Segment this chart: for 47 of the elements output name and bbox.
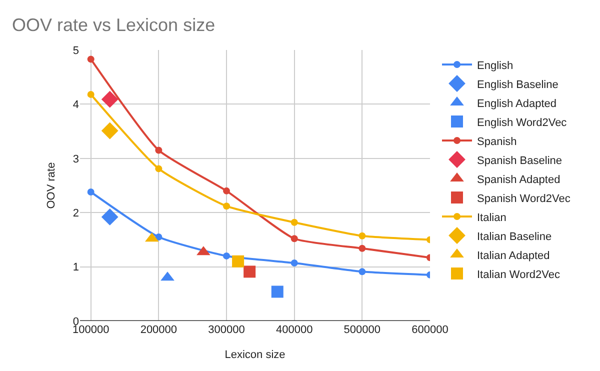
legend-label: Italian Word2Vec [477,268,560,281]
legend-label: Spanish Word2Vec [477,192,571,205]
y-tick-label: 3 [72,153,79,166]
y-tick-label: 5 [72,44,79,57]
point [155,146,162,154]
x-tick-label: 200000 [140,324,178,336]
point [290,235,298,242]
point [358,268,366,276]
point [87,90,94,98]
point [232,255,244,268]
point [358,232,366,240]
y-axis-title: OOV rate [46,162,58,209]
point [87,56,94,63]
legend-label: Italian Baseline [477,230,552,243]
point [223,252,230,260]
point [358,244,366,252]
legend-label: Spanish Baseline [477,154,562,167]
point [87,188,94,196]
x-tick-label: 400000 [276,324,313,336]
legend-label: English Adapted [477,98,557,110]
point [155,165,162,172]
y-tick-label: 2 [72,207,79,220]
chart-title: OOV rate vs Lexicon size [12,15,216,36]
point [101,208,118,226]
legend-label: English Word2Vec [477,116,568,129]
legend-label: Italian [477,212,506,224]
x-tick-label: 600000 [412,324,448,336]
legend-label: English Baseline [477,78,558,91]
point [155,233,162,240]
y-tick-label: 1 [72,262,79,274]
legend-label: Spanish Adapted [477,174,560,186]
x-tick-label: 100000 [72,324,110,336]
point [290,218,298,226]
point [271,286,284,298]
point [223,187,230,194]
point [290,260,298,267]
legend-label: Italian Adapted [477,250,550,262]
x-axis-title: Lexicon size [224,349,286,362]
legend-label: Spanish [477,136,517,148]
x-tick-label: 500000 [344,324,381,336]
point [101,122,118,140]
legend-label: English [477,60,514,72]
y-tick-label: 4 [72,99,79,112]
point [244,266,256,278]
point [223,202,230,210]
point [101,90,118,108]
x-tick-label: 300000 [208,324,245,336]
